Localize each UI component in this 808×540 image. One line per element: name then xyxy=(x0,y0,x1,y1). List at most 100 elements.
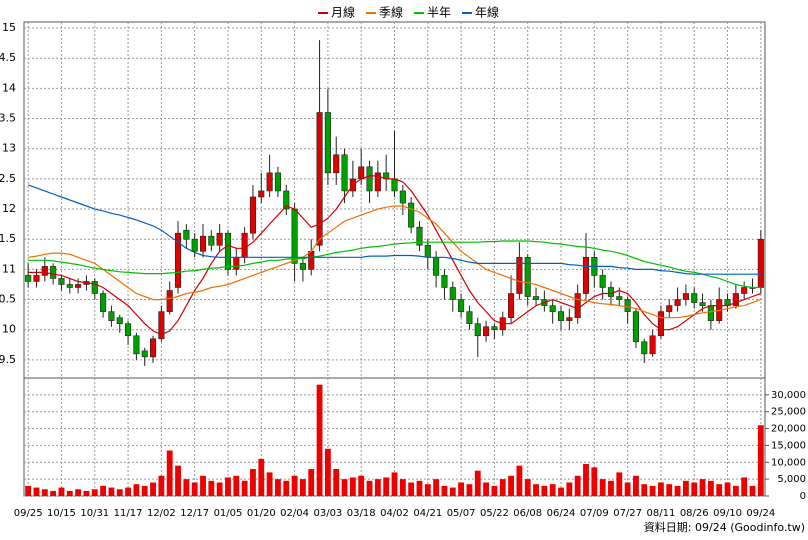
x-tick-label: 10/15 xyxy=(47,508,76,519)
candle-body xyxy=(657,311,664,337)
y-tick-label: 12 xyxy=(2,202,16,215)
candle-body xyxy=(316,112,323,246)
candle-body xyxy=(666,305,673,312)
volume-bar xyxy=(266,472,273,496)
volume-bar xyxy=(716,484,723,496)
moving-average-line xyxy=(27,184,761,275)
candle-body xyxy=(233,257,240,270)
volume-bar xyxy=(116,489,123,496)
volume-bar xyxy=(141,485,148,496)
volume-bar xyxy=(516,465,523,496)
candle-body xyxy=(399,190,406,204)
x-tick-label: 04/02 xyxy=(380,508,409,519)
x-tick-label: 08/26 xyxy=(680,508,709,519)
y2-tick-label: 10,000 xyxy=(771,457,806,468)
volume-bar xyxy=(441,485,448,496)
candle-body xyxy=(474,323,481,337)
volume-bar xyxy=(541,485,548,496)
volume-bar xyxy=(433,479,440,496)
volume-bar xyxy=(599,479,606,496)
volume-bar xyxy=(275,479,281,496)
volume-bar xyxy=(208,480,215,496)
volume-bar xyxy=(250,469,256,496)
candle-body xyxy=(166,290,173,312)
candle-body xyxy=(216,232,223,246)
candle-body xyxy=(557,311,565,321)
volume-bar xyxy=(66,490,73,496)
y-tick-label: 11 xyxy=(2,262,16,275)
volume-bar xyxy=(316,384,323,496)
y-tick-label: 13.5 xyxy=(0,112,16,125)
volume-bar xyxy=(216,482,223,496)
x-tick-label: 06/08 xyxy=(513,508,542,519)
candle-body xyxy=(341,154,348,192)
candle-body xyxy=(249,196,257,234)
candle-body xyxy=(100,293,107,312)
volume-bar xyxy=(374,479,381,496)
candle-body xyxy=(133,335,140,355)
candle-body xyxy=(433,257,440,276)
volume-bar xyxy=(33,487,40,496)
volume-bar xyxy=(458,482,465,496)
volume-bar xyxy=(125,487,131,496)
y-tick-label: 12.5 xyxy=(0,172,16,185)
legend-label: 半年 xyxy=(427,6,451,20)
candle-body xyxy=(241,232,248,258)
volume-bar xyxy=(707,480,714,496)
candle-body xyxy=(607,287,615,297)
y-tick-label: 14 xyxy=(2,81,16,94)
volume-bar xyxy=(674,485,681,496)
candle-body xyxy=(266,172,273,192)
volume-bar xyxy=(658,482,664,496)
candle-body xyxy=(408,202,415,228)
volume-bar xyxy=(566,482,573,496)
volume-bar xyxy=(732,485,739,496)
candle-body xyxy=(324,112,331,174)
candle-body xyxy=(599,275,606,288)
candle-body xyxy=(732,293,739,306)
volume-bar xyxy=(108,487,115,496)
volume-bar xyxy=(166,450,173,496)
volume-bar xyxy=(283,480,290,496)
candle-body xyxy=(75,284,82,288)
volume-bar xyxy=(308,469,315,496)
volume-bar xyxy=(41,489,48,496)
volume-bar xyxy=(574,475,581,496)
candle-body xyxy=(449,287,456,300)
volume-bar xyxy=(191,482,198,496)
volume-bar xyxy=(58,487,65,496)
candle-body xyxy=(66,284,73,288)
volume-bar xyxy=(200,475,206,496)
candle-body xyxy=(174,232,182,288)
x-tick-label: 09/10 xyxy=(713,508,742,519)
volume-bar xyxy=(91,489,98,496)
candle-body xyxy=(391,178,398,192)
candle-body xyxy=(333,154,340,174)
candle-body xyxy=(183,229,190,240)
volume-bar xyxy=(633,475,639,496)
candle-body xyxy=(699,302,706,306)
volume-bar xyxy=(150,482,156,496)
volume-bar xyxy=(241,480,248,496)
candle-body xyxy=(458,299,465,312)
volume-bar xyxy=(757,425,764,496)
volume-bar xyxy=(291,475,298,496)
moving-average-line xyxy=(28,175,762,336)
candle-body xyxy=(41,266,48,276)
volume-bar xyxy=(383,477,390,496)
x-tick-label: 06/24 xyxy=(547,508,576,519)
volume-bar xyxy=(300,479,306,496)
candle-body xyxy=(25,275,32,282)
volume-bar xyxy=(691,482,698,496)
candle-body xyxy=(632,311,639,343)
volume-bar xyxy=(158,475,165,496)
candle-body xyxy=(208,235,215,246)
candle-body xyxy=(491,326,498,331)
volume-bar xyxy=(682,480,689,496)
candle-body xyxy=(299,263,306,270)
volume-bar xyxy=(258,458,265,496)
candle-body xyxy=(108,311,115,321)
y-tick-label: 15 xyxy=(2,21,16,34)
candle-body xyxy=(374,172,381,192)
